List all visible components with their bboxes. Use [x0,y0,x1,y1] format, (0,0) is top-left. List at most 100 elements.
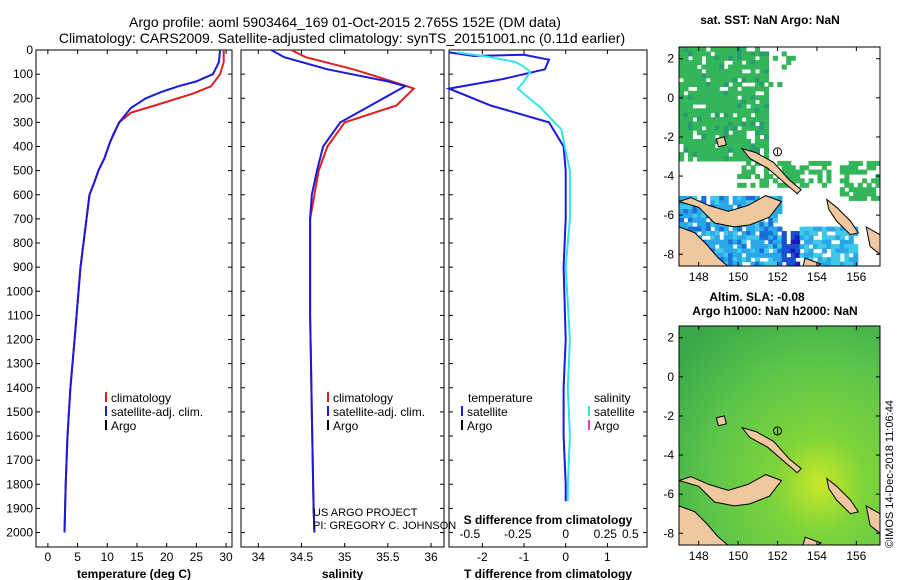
sst-map-cell [777,195,783,201]
sst-map-cell [728,252,734,258]
sst-map-cell [741,125,747,131]
sst-map-cell [835,248,841,254]
sst-map-cell [723,77,729,83]
sst-map-cell [710,156,716,162]
sst-map-cell [772,209,778,215]
sst-map-cell [728,64,734,70]
sst-map-cell [817,257,823,263]
sst-map-cell [862,191,868,197]
sst-map-cell [853,160,859,166]
sst-map-cell [719,125,725,131]
sst-map-cell [701,231,707,236]
sst-map-cell [692,60,698,66]
sst-map-cell [732,121,738,127]
sst-map-cell [714,90,720,96]
sst-map-cell [763,261,769,266]
sst-map-cell [696,99,702,105]
sst-map-cell [705,112,711,118]
temperature-xtick-label: 25 [190,550,204,564]
sst-map-xtick-label: 154 [807,270,827,284]
temperature-xtick-label: 0 [45,550,52,564]
sst-map-cell [754,226,760,232]
sst-map-cell [737,130,743,136]
sst-map-cell [759,130,765,136]
sst-map-cell [719,90,725,96]
sst-map-cell [683,130,689,136]
sst-map-cell [683,55,689,61]
sst-map-cell [701,90,707,96]
sla-map-xtick-label: 150 [728,549,748,563]
sst-map-cell [714,239,720,245]
sst-map-cell [696,209,702,215]
sst-map-cell [683,112,689,118]
sst-map-cell [808,257,814,263]
sst-map-cell [821,261,827,266]
sst-map-cell [848,182,854,188]
sst-map-cell [732,147,738,153]
sst-map-cell [679,86,685,92]
sst-map-cell [763,103,769,109]
sst-map-cell [679,195,685,201]
sst-map-cell [781,165,787,171]
sst-map-cell [705,73,711,79]
temperature-ytick-label: 400 [13,140,33,154]
sst-map-cell [683,209,689,215]
sst-map-cell [763,108,769,114]
sst-map-cell [746,195,752,201]
sst-map-cell [719,147,725,153]
sst-map-cell [696,55,702,61]
sst-map-cell [826,239,832,245]
sst-map-cell [830,261,836,266]
sst-map-cell [723,257,729,263]
sst-map-cell [777,239,783,245]
sst-map-cell [705,231,711,236]
sst-map-cell [804,231,810,236]
sst-map-cell [687,112,693,118]
sst-map-cell [683,108,689,114]
temperature-ytick-label: 1800 [6,477,33,491]
sst-map-cell [714,68,720,74]
temperature-series-satellite-adj-clim- [63,49,222,533]
sst-map-cell [687,204,693,210]
sst-map-cell [679,112,685,118]
sst-map-cell [737,103,743,109]
sst-map-cell [719,55,725,61]
sla-map-land [715,415,727,427]
difference-xtick-label: -1 [519,550,530,564]
sst-map-cell [781,257,787,263]
sst-map-cell [759,178,765,184]
sst-map-cell [750,169,756,175]
sst-map-cell [710,134,716,140]
sst-map-cell [687,156,693,162]
sst-map-cell [719,244,725,250]
sst-map-cell [701,134,707,140]
sla-map-xtick-label: 156 [846,549,866,563]
sst-map-cell [741,165,747,171]
sst-map-cell [746,235,752,241]
sst-map-cell [732,82,738,87]
sst-map-cell [741,139,747,144]
sst-map-cell [750,60,756,66]
sst-map-cell [750,64,756,70]
sst-map-cell [732,117,738,123]
sst-map-cell [679,82,685,87]
sst-map-cell [790,235,796,241]
sst-map-cell [732,257,738,263]
sst-map-cell [679,217,685,223]
sst-map-cell [696,217,702,223]
sst-map-cell [741,51,747,57]
temperature-ytick-label: 300 [13,115,33,129]
difference-s-legend-label: Argo [594,419,620,433]
sla-map-ytick-label: 2 [667,331,674,345]
sst-map-ytick-label: -2 [663,130,674,144]
sst-map-cell [866,160,872,166]
sst-map-cell [790,252,796,258]
sst-map-cell [746,86,752,92]
sst-map-ytick-label: 0 [667,91,674,105]
sst-map-cell [786,248,792,254]
sst-map-cell [795,239,801,245]
temperature-ytick-label: 1900 [6,501,33,515]
sst-map-cell [687,73,693,79]
sst-map-cell [853,261,859,266]
sst-map-cell [692,99,698,105]
